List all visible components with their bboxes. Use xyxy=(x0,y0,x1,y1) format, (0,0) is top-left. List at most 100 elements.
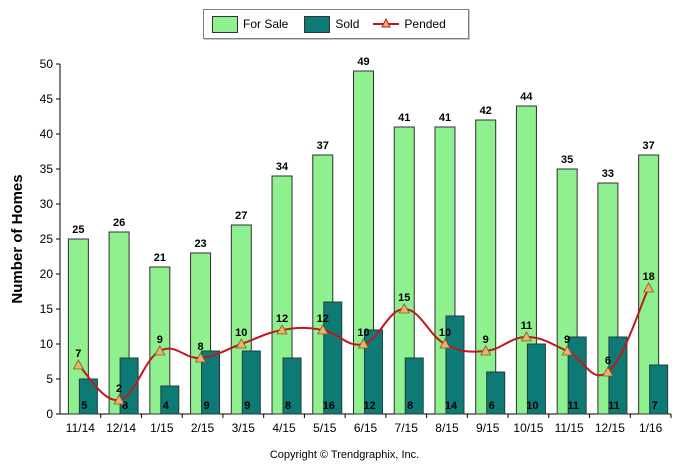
for-sale-swatch xyxy=(212,15,238,33)
y-tick-label: 35 xyxy=(40,162,54,176)
legend-item-pended: Pended xyxy=(373,17,446,31)
pended-data-label: 6 xyxy=(605,355,611,367)
for-sale-data-label: 44 xyxy=(520,91,533,103)
x-tick-label: 2/15 xyxy=(191,421,215,435)
pended-point xyxy=(520,331,533,342)
for-sale-data-label: 34 xyxy=(276,161,289,173)
sold-bar xyxy=(323,301,343,415)
pended-point xyxy=(642,282,655,293)
sold-bar xyxy=(445,315,465,415)
sold-legend-label: Sold xyxy=(335,17,360,31)
y-tick-label: 25 xyxy=(40,232,54,246)
sold-bar xyxy=(119,357,139,415)
y-tick-label: 10 xyxy=(40,337,54,351)
pended-swatch xyxy=(373,17,400,31)
for-sale-data-label: 26 xyxy=(113,217,125,229)
sold-bar xyxy=(201,350,221,415)
x-tick-label: 8/15 xyxy=(435,421,459,435)
pended-legend-label: Pended xyxy=(404,17,446,31)
x-tick-label: 9/15 xyxy=(476,421,500,435)
pended-data-label: 18 xyxy=(643,271,655,283)
sold-data-label: 5 xyxy=(81,400,87,412)
sold-bar xyxy=(241,350,261,415)
sold-data-label: 8 xyxy=(285,400,291,412)
sold-data-label: 9 xyxy=(204,400,210,412)
for-sale-bar xyxy=(149,266,171,415)
pended-point xyxy=(154,345,166,356)
y-tick-label: 45 xyxy=(40,92,54,106)
pended-data-label: 7 xyxy=(75,348,81,360)
for-sale-data-label: 41 xyxy=(439,112,451,124)
pended-data-label: 10 xyxy=(235,327,247,339)
x-tick-label: 11/14 xyxy=(66,421,95,435)
sold-data-label: 6 xyxy=(489,400,495,412)
pended-point xyxy=(72,359,85,370)
for-sale-data-label: 42 xyxy=(480,105,492,117)
pended-point xyxy=(113,394,125,405)
sold-data-label: 16 xyxy=(323,400,335,412)
for-sale-data-label: 23 xyxy=(194,238,206,250)
y-axis-title: Number of Homes xyxy=(9,174,26,303)
pended-point xyxy=(194,352,207,363)
pended-data-label: 10 xyxy=(439,327,451,339)
pended-data-label: 12 xyxy=(317,313,329,325)
x-tick-label: 5/15 xyxy=(313,421,337,435)
sold-data-label: 11 xyxy=(608,400,620,412)
x-tick-label: 10/15 xyxy=(513,421,543,435)
copyright-text: Copyright © Trendgraphix, Inc. xyxy=(269,449,420,461)
pended-data-label: 9 xyxy=(157,334,163,346)
sold-bar xyxy=(160,385,180,415)
x-tick-label: 11/15 xyxy=(555,421,584,435)
x-tick-label: 6/15 xyxy=(354,421,378,435)
y-tick-label: 20 xyxy=(40,267,54,281)
for-sale-data-label: 35 xyxy=(561,154,573,166)
y-tick-label: 40 xyxy=(40,127,54,141)
for-sale-bar xyxy=(475,119,497,415)
for-sale-data-label: 37 xyxy=(317,140,329,152)
for-sale-data-label: 27 xyxy=(235,210,247,222)
sold-data-label: 7 xyxy=(652,400,658,412)
for-sale-data-label: 33 xyxy=(602,168,614,180)
sold-data-label: 4 xyxy=(163,400,170,412)
for-sale-data-label: 41 xyxy=(398,112,410,124)
x-tick-label: 1/16 xyxy=(639,421,663,435)
for-sale-bar xyxy=(393,126,415,415)
x-tick-label: 12/14 xyxy=(106,421,136,435)
legend-item-for-sale: For Sale xyxy=(212,15,289,33)
sold-data-label: 12 xyxy=(363,400,375,412)
for-sale-bar xyxy=(353,70,374,415)
sold-bar xyxy=(649,364,669,415)
y-tick-label: 50 xyxy=(40,57,54,71)
for-sale-data-label: 21 xyxy=(154,252,166,264)
pended-point xyxy=(235,338,247,349)
pended-data-label: 9 xyxy=(564,334,570,346)
sold-bar xyxy=(404,357,424,415)
pended-point xyxy=(317,324,329,335)
pended-point xyxy=(480,345,492,356)
pended-data-label: 9 xyxy=(483,334,489,346)
pended-data-label: 10 xyxy=(357,327,369,339)
sold-data-label: 14 xyxy=(445,400,458,412)
sold-data-label: 8 xyxy=(122,400,128,412)
for-sale-bar xyxy=(271,175,293,415)
sold-bar xyxy=(364,329,383,415)
for-sale-data-label: 37 xyxy=(643,140,655,152)
sold-bar xyxy=(486,371,506,415)
x-tick-label: 4/15 xyxy=(272,421,296,435)
sold-bar xyxy=(526,343,546,415)
for-sale-data-label: 25 xyxy=(72,224,84,236)
pended-point xyxy=(602,366,614,377)
sold-bar xyxy=(282,357,302,415)
sold-bar xyxy=(567,336,587,415)
y-tick-label: 30 xyxy=(40,197,54,211)
sold-bar xyxy=(78,378,98,415)
for-sale-legend-label: For Sale xyxy=(243,17,289,31)
for-sale-data-label: 49 xyxy=(357,56,369,68)
y-tick-label: 0 xyxy=(46,407,53,421)
pended-data-label: 12 xyxy=(276,313,288,325)
y-tick-label: 5 xyxy=(46,372,53,386)
pended-data-label: 2 xyxy=(116,383,122,395)
x-tick-label: 12/15 xyxy=(595,421,625,435)
pended-point xyxy=(398,303,410,314)
